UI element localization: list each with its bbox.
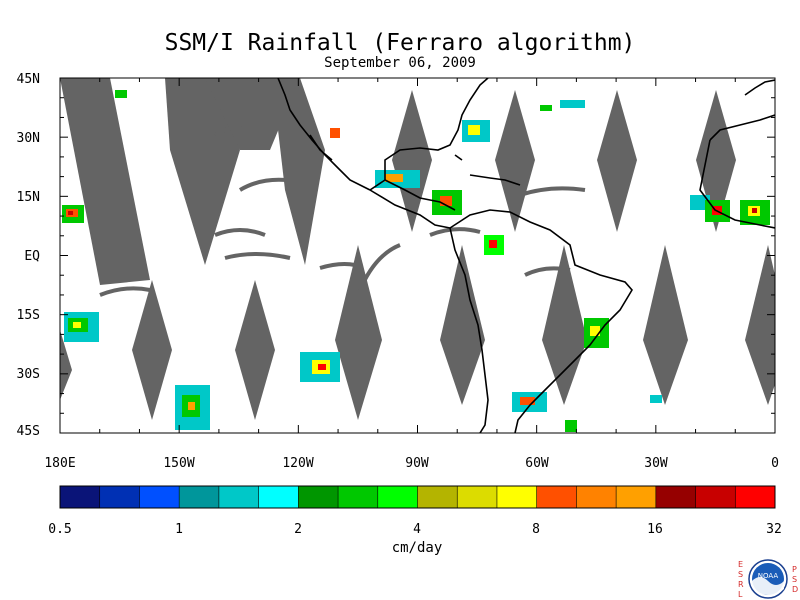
colorbar-swatch — [695, 486, 736, 508]
logo-letter-s: S — [738, 570, 744, 579]
swath-15 — [745, 245, 775, 405]
colorbar-swatch — [258, 486, 299, 508]
swath-4 — [272, 78, 325, 265]
lat-label-15s: 15S — [16, 308, 40, 323]
lat-label-45s: 45S — [16, 424, 40, 439]
swath-5 — [392, 90, 432, 232]
lon-label-0: 0 — [771, 456, 779, 471]
colorbar-units: cm/day — [391, 540, 443, 556]
lon-label-120w: 120W — [282, 456, 314, 471]
noaa-badge-text: NOAA — [758, 572, 779, 580]
colorbar-label-0-5: 0.5 — [48, 522, 72, 537]
colorbar-label-32: 32 — [766, 522, 782, 537]
colorbar-label-8: 8 — [532, 522, 540, 537]
colorbar-label-1: 1 — [175, 522, 183, 537]
rainfall-patches — [62, 90, 770, 432]
swath-13 — [542, 245, 587, 405]
logo-letter-l: L — [738, 590, 743, 599]
swath-8 — [696, 90, 736, 232]
colorbar-swatch — [655, 486, 697, 508]
colorbar-swatch — [179, 486, 220, 508]
lon-label-150w: 150W — [163, 456, 195, 471]
lat-label-30s: 30S — [16, 367, 40, 382]
swath-12 — [440, 245, 485, 405]
logo-letter-s2: S — [792, 575, 798, 584]
colorbar-swatch — [457, 486, 498, 508]
swath-14 — [643, 245, 688, 405]
colorbar — [59, 485, 776, 509]
lon-label-30w: 30W — [644, 456, 668, 471]
axis-ticks — [59, 77, 776, 434]
lon-label-60w: 60W — [525, 456, 549, 471]
colorbar-swatch — [576, 486, 617, 508]
colorbar-swatch — [298, 486, 339, 508]
lat-label-eq: EQ — [24, 249, 40, 264]
swath-1 — [60, 78, 150, 285]
colorbar-label-16: 16 — [647, 522, 663, 537]
map-date: September 06, 2009 — [324, 55, 476, 71]
orbit-arcs — [99, 119, 586, 297]
colorbar-swatch — [218, 486, 260, 508]
colorbar-swatch — [377, 486, 418, 508]
lon-label-90w: 90W — [405, 456, 429, 471]
colorbar-swatch — [417, 486, 458, 508]
colorbar-label-2: 2 — [294, 522, 302, 537]
logo-letter-p: P — [792, 565, 797, 574]
no-data-swaths — [60, 78, 775, 420]
colorbar-swatch — [60, 486, 101, 508]
lat-label-15n: 15N — [16, 190, 40, 205]
colorbar-swatch — [139, 486, 180, 508]
lon-label-180e: 180E — [44, 456, 76, 471]
swath-16 — [60, 330, 72, 400]
lat-label-45n: 45N — [16, 72, 40, 87]
swath-11 — [335, 245, 382, 420]
colorbar-swatch — [99, 486, 140, 508]
colorbar-swatch — [496, 486, 538, 508]
map-title: SSM/I Rainfall (Ferraro algorithm) — [164, 30, 636, 56]
colorbar-swatch — [536, 486, 577, 508]
logo-letter-e: E — [738, 560, 744, 569]
swath-7 — [597, 90, 637, 232]
swath-6 — [495, 90, 535, 232]
colorbar-swatch — [338, 486, 379, 508]
lat-label-30n: 30N — [16, 131, 40, 146]
swath-10 — [235, 280, 275, 420]
colorbar-swatch — [735, 486, 776, 508]
coastlines — [277, 78, 775, 433]
colorbar-label-4: 4 — [413, 522, 421, 537]
swath-9 — [132, 280, 172, 420]
logo-letter-r: R — [738, 580, 744, 589]
swath-2 — [165, 78, 240, 265]
logo-letter-d: D — [792, 585, 799, 594]
colorbar-swatch — [616, 486, 657, 508]
noaa-logo: E S R L NOAA P S D — [734, 558, 800, 600]
noaa-emblem-icon: NOAA — [748, 559, 788, 599]
